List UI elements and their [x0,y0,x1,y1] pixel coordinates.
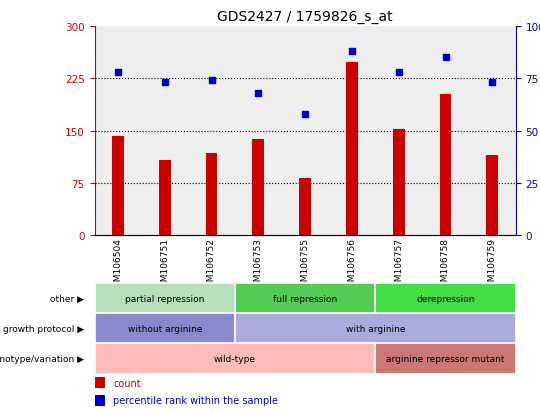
Point [160,80,169,87]
Point [113,69,122,76]
Text: without arginine: without arginine [127,324,202,333]
Text: arginine repressor mutant: arginine repressor mutant [386,354,505,363]
Bar [346,63,358,236]
Bar [159,161,171,236]
Text: count: count [113,378,141,388]
Point [394,69,403,76]
Bar [440,95,451,236]
Bar [253,140,264,236]
Bar [94,283,235,313]
Text: genotype/variation ▶: genotype/variation ▶ [0,354,84,363]
Text: derepression: derepression [416,294,475,303]
Bar [375,283,516,313]
Bar [206,154,218,236]
Title: GDS2427 / 1759826_s_at: GDS2427 / 1759826_s_at [217,10,393,24]
Bar [375,344,516,374]
Bar [393,130,404,236]
Text: percentile rank within the sample: percentile rank within the sample [113,396,279,406]
Text: other ▶: other ▶ [50,294,84,303]
Text: full repression: full repression [273,294,337,303]
Point [348,49,356,55]
Bar [94,344,375,374]
Bar [487,156,498,236]
Bar [94,377,105,388]
Bar [299,179,311,236]
Text: with arginine: with arginine [346,324,405,333]
Bar [94,395,105,406]
Bar [94,313,235,344]
Point [488,80,497,87]
Text: growth protocol ▶: growth protocol ▶ [3,324,84,333]
Bar [235,313,516,344]
Bar [112,137,124,236]
Bar [235,283,375,313]
Text: wild-type: wild-type [214,354,256,363]
Point [207,78,216,85]
Point [254,90,262,97]
Point [301,112,309,118]
Text: partial repression: partial repression [125,294,204,303]
Point [441,55,450,62]
